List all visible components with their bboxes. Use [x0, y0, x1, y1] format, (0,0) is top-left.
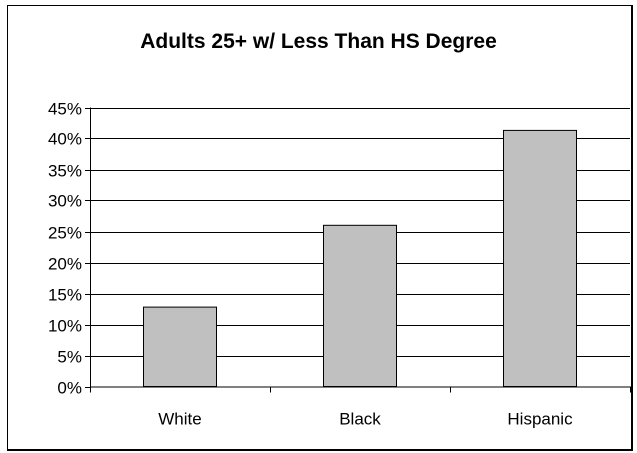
y-tick-label: 20%: [48, 255, 82, 274]
chart-title: Adults 25+ w/ Less Than HS Degree: [140, 30, 497, 53]
y-tick-label: 35%: [48, 162, 82, 181]
x-tick-label: White: [158, 410, 201, 429]
y-tick-label: 10%: [48, 317, 82, 336]
bars: [143, 129, 577, 388]
bar-white: [143, 306, 217, 388]
y-tick-label: 5%: [57, 348, 82, 367]
y-tick-label: 25%: [48, 224, 82, 243]
bar-hispanic: [503, 129, 577, 387]
y-tick-label: 15%: [48, 286, 82, 305]
x-tick-label: Black: [339, 410, 381, 429]
x-tick-label: Hispanic: [507, 410, 573, 429]
y-tick-label: 45%: [48, 100, 82, 119]
y-tick-label: 30%: [48, 192, 82, 211]
y-tick-label: 40%: [48, 130, 82, 149]
y-tick-label: 0%: [57, 379, 82, 398]
bar-black: [323, 224, 397, 387]
tick-labels: 0% 5% 10% 15% 20% 25% 30% 35% 40% 45% White Black Hi…: [48, 100, 573, 429]
axes: [85, 107, 631, 393]
